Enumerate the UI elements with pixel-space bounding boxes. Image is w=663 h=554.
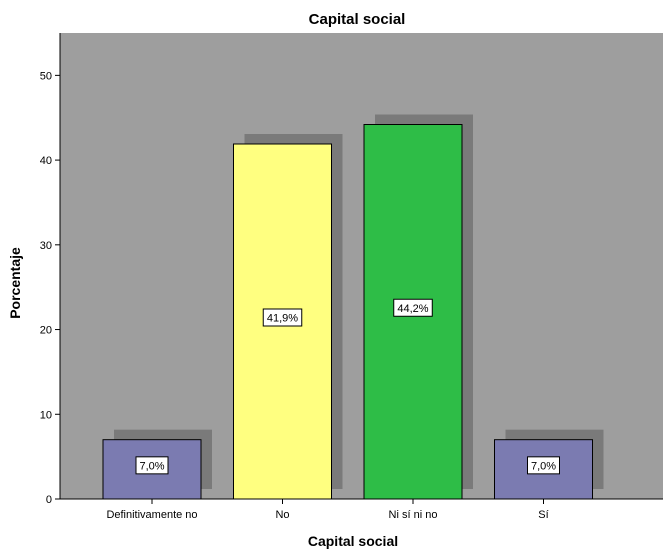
data-label: 44,2%: [397, 303, 428, 315]
data-label: 7,0%: [139, 460, 164, 472]
x-axis-title: Capital social: [308, 533, 398, 549]
y-tick-label: 0: [46, 494, 52, 506]
y-tick-label: 10: [40, 409, 52, 421]
y-tick-label: 20: [40, 325, 52, 337]
chart-title: Capital social: [309, 11, 406, 28]
data-labels: 7,0% 41,9% 44,2% 7,0%: [135, 298, 560, 475]
bar: [363, 124, 463, 500]
data-label: 7,0%: [531, 460, 556, 472]
data-label-box: [527, 456, 560, 475]
y-tick-label: 30: [40, 240, 52, 252]
x-tick-label: No: [275, 509, 289, 521]
y-tick-label: 40: [40, 155, 52, 167]
data-label-box: [135, 456, 169, 475]
axes: Definitivamente no No Ni sí ni no Sí 0 10 20 30…: [40, 33, 663, 521]
x-tick-label: Sí: [538, 509, 548, 521]
bars: [102, 124, 593, 500]
y-axis-title: Porcentaje: [7, 247, 23, 319]
data-label-box: [393, 298, 433, 317]
x-tick-label: Ni sí ni no: [389, 509, 438, 521]
y-tick-label: 50: [40, 70, 52, 82]
x-tick-label: Definitivamente no: [106, 509, 197, 521]
data-label: 41,9%: [267, 312, 298, 324]
data-label-box: [262, 308, 303, 327]
plot-area: [60, 33, 663, 499]
